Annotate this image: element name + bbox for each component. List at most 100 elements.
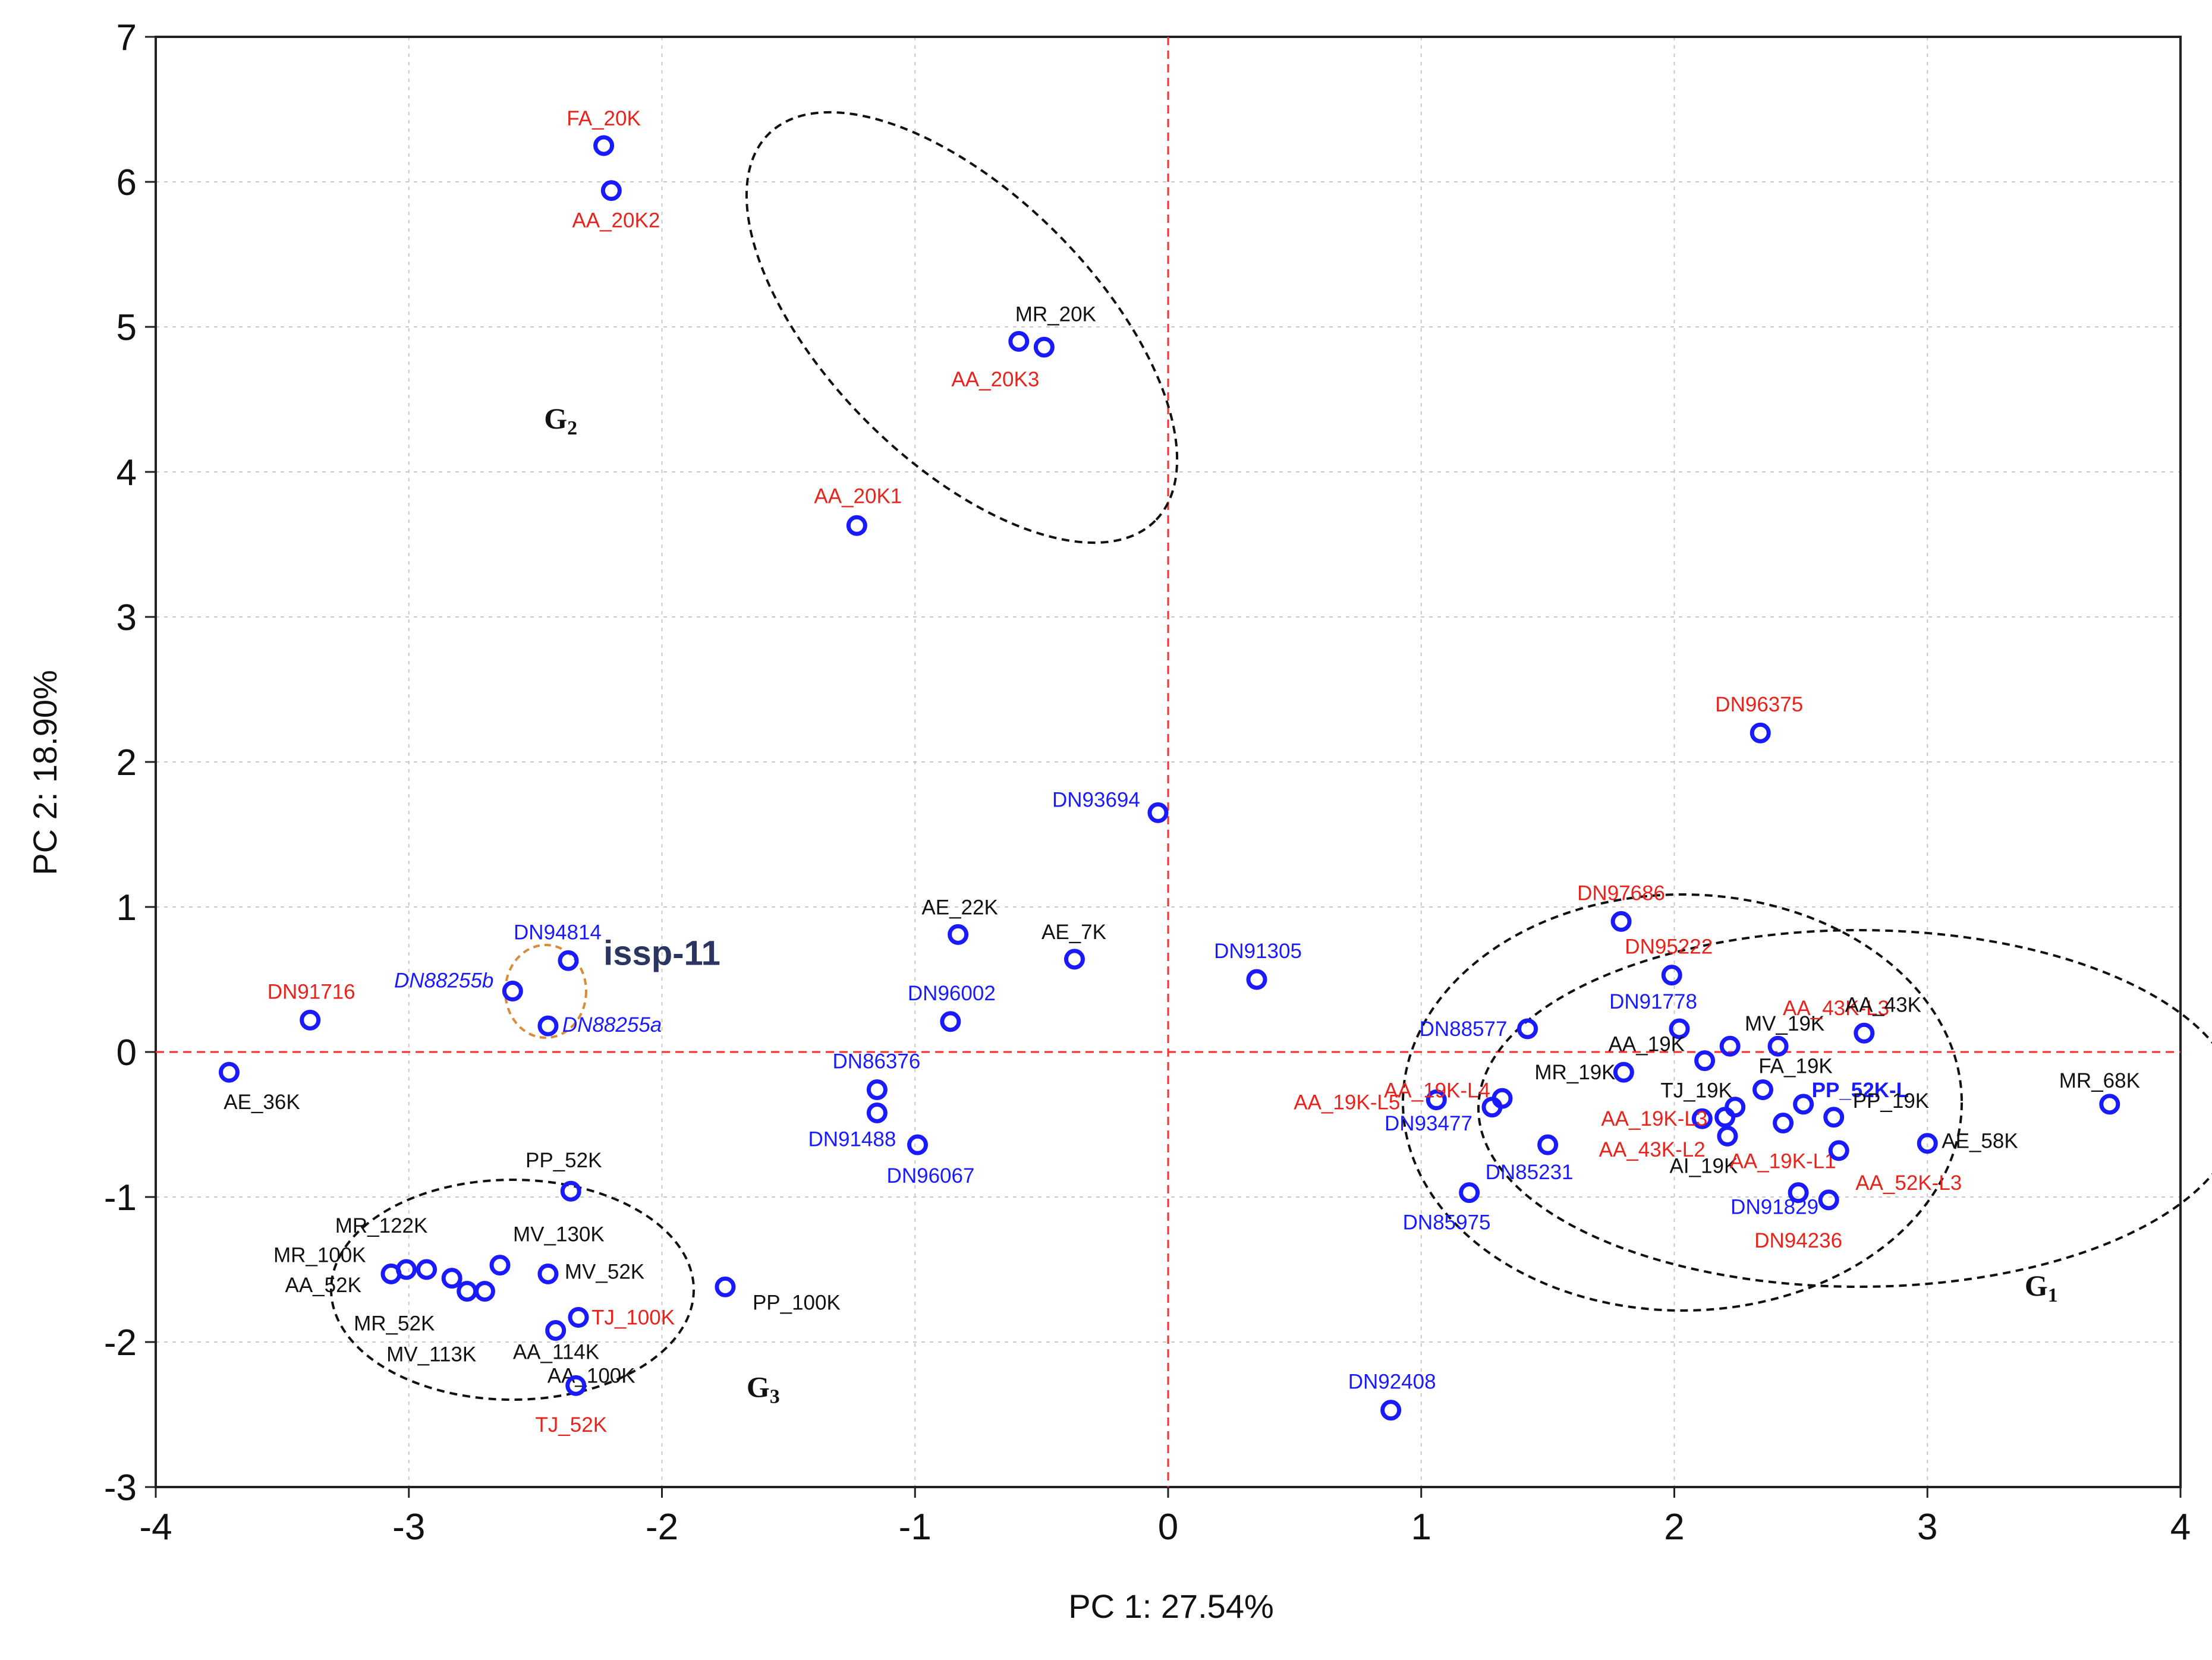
point-label: DN88255b	[394, 969, 493, 993]
point-marker	[1752, 1079, 1774, 1100]
y-tick-label: 1	[117, 887, 137, 928]
point-label: DN91305	[1214, 940, 1302, 963]
point-label: AA_43K	[1845, 993, 1921, 1016]
point-label: MR_19K	[1534, 1061, 1615, 1084]
point-marker	[416, 1259, 438, 1280]
data-point: AA_20K2	[572, 180, 660, 232]
point-label: DN96375	[1715, 693, 1803, 716]
data-point: DN88577	[1420, 1018, 1538, 1041]
x-tick-label: -1	[899, 1507, 932, 1548]
point-marker	[537, 1015, 559, 1037]
y-tick-label: -1	[104, 1177, 137, 1218]
point-label: DN97686	[1577, 881, 1665, 905]
point-label: AA_19K-L4	[1384, 1079, 1490, 1103]
point-marker	[1823, 1107, 1845, 1128]
point-marker	[395, 1259, 417, 1280]
point-marker	[1694, 1050, 1716, 1072]
point-marker	[948, 924, 969, 945]
data-point: DN93694	[1052, 788, 1169, 823]
data-point: MV_52K	[537, 1260, 644, 1284]
point-marker	[1725, 1097, 1746, 1118]
point-marker	[846, 515, 867, 536]
data-point: PP_100K	[715, 1276, 841, 1314]
data-point: DN91778	[1609, 990, 1697, 1040]
point-marker	[441, 1268, 462, 1289]
point-marker	[560, 1180, 581, 1202]
y-tick-label: 4	[117, 452, 137, 493]
data-point: DN95222	[1625, 935, 1713, 986]
point-marker	[1426, 1089, 1447, 1111]
x-tick-label: 0	[1158, 1507, 1178, 1548]
point-label: DN91778	[1609, 990, 1697, 1013]
data-point: DN96002	[908, 982, 996, 1032]
point-marker	[1008, 330, 1030, 352]
data-point: DN86376	[832, 1050, 920, 1100]
data-point: AE_36K	[218, 1061, 300, 1114]
g1-ellipse-inner	[1402, 893, 1963, 1312]
data-point: DN97686	[1577, 881, 1665, 932]
point-label: AA_20K1	[814, 484, 902, 508]
x-tick-label: 4	[2170, 1507, 2191, 1548]
point-marker	[502, 981, 523, 1002]
point-marker	[1246, 969, 1267, 990]
point-label: MR_122K	[335, 1214, 428, 1237]
point-marker	[1818, 1189, 1839, 1211]
point-label: PP_52K	[526, 1149, 602, 1172]
point-label: TJ_19K	[1660, 1079, 1732, 1103]
data-point: MV_130K	[489, 1223, 605, 1276]
data-point: MR_19K	[1534, 1061, 1634, 1084]
point-marker	[1828, 1140, 1849, 1161]
data-point: PP_52K	[526, 1149, 602, 1202]
x-tick-label: -4	[139, 1507, 172, 1548]
data-point: DN91305	[1214, 940, 1302, 990]
point-marker	[593, 135, 615, 156]
data-point: DN92408	[1348, 1371, 1436, 1421]
point-marker	[1147, 802, 1169, 823]
point-marker	[300, 1009, 321, 1031]
point-marker	[940, 1011, 961, 1032]
data-point: AA_52K-L3	[1828, 1140, 1962, 1195]
point-label: DN91829	[1730, 1196, 1818, 1219]
data-points: FA_20K AA_20K2 MR_20K AA_20K3 AA_20K1 DN96375…	[218, 107, 2140, 1437]
point-marker	[1917, 1133, 1938, 1154]
point-label: DN85231	[1486, 1161, 1574, 1184]
point-label: FA_19K	[1758, 1054, 1833, 1078]
data-point: DN94236	[1754, 1189, 1842, 1252]
data-point: DN93477	[1385, 1088, 1513, 1135]
annotations: G2 G3 G1 issp-11	[544, 402, 2058, 1408]
point-label: AA_43K-L2	[1599, 1138, 1706, 1161]
y-tick-label: -3	[104, 1467, 137, 1508]
point-label: TJ_100K	[591, 1306, 675, 1330]
data-point: AA_19K-L3	[1601, 1107, 1713, 1130]
point-label: AA_19K-L5	[1294, 1091, 1400, 1114]
point-label: MR_20K	[1015, 303, 1096, 326]
point-marker	[537, 1263, 559, 1284]
x-axis-title: PC 1: 27.54%	[1068, 1587, 1274, 1625]
grid-lines	[156, 37, 2180, 1487]
point-label: AA_114K	[513, 1341, 599, 1364]
point-marker	[1691, 1108, 1713, 1129]
point-marker	[1793, 1094, 1814, 1115]
point-label: DN93694	[1052, 788, 1140, 811]
point-marker	[1788, 1182, 1809, 1204]
point-marker	[218, 1061, 240, 1083]
data-point: DN88255b	[394, 969, 523, 1002]
point-label: MV_113K	[386, 1343, 476, 1366]
y-tick-label: -2	[104, 1322, 137, 1363]
point-marker	[907, 1134, 929, 1155]
point-marker	[2099, 1094, 2120, 1115]
point-label: DN86376	[832, 1050, 920, 1073]
point-label: MR_68K	[2059, 1069, 2140, 1092]
group-label-g2: G2	[544, 402, 577, 439]
point-label: MV_130K	[513, 1223, 605, 1246]
data-point: AA_19K-L1	[1730, 1113, 1836, 1173]
y-tick-label: 3	[117, 597, 137, 638]
data-point: AA_114K	[474, 1281, 599, 1364]
point-label: DN85975	[1403, 1211, 1491, 1234]
x-tick-label: 3	[1917, 1507, 1937, 1548]
point-marker	[1717, 1126, 1738, 1147]
data-point: DN96067	[887, 1134, 974, 1187]
point-label: MV_19K	[1745, 1012, 1824, 1035]
point-marker	[715, 1276, 736, 1297]
